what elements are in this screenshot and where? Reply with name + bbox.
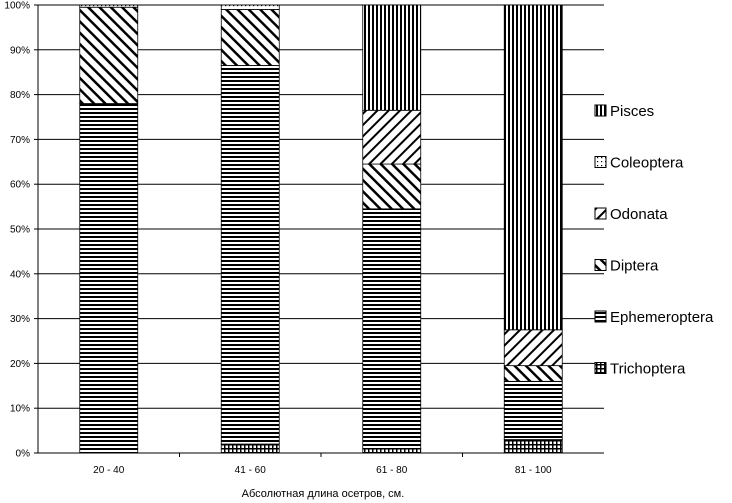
legend-label: Trichoptera xyxy=(610,361,686,378)
legend-swatch xyxy=(594,362,607,374)
bar-segment-pisces xyxy=(503,4,563,331)
bar-segment-diptera xyxy=(503,365,563,382)
y-tick-labels: 0% 10% 20% 30% 40% 50% 60% 70% 80% 90% 100% xyxy=(4,1,30,460)
bar-segment-odonata xyxy=(362,109,422,165)
bars xyxy=(79,4,563,454)
x-tick-labels: 20 - 40 41 - 60 61 - 80 81 - 100 xyxy=(93,465,552,476)
y-tick-label: 10% xyxy=(10,404,30,415)
legend-swatch xyxy=(594,104,607,117)
bar-segment-diptera xyxy=(79,6,139,104)
bar-segment-pisces xyxy=(362,4,422,111)
bar-segment-trichoptera xyxy=(362,448,422,454)
x-axis-label: Абсолютная длина осетров, см. xyxy=(242,488,405,500)
y-tick-label: 40% xyxy=(10,269,30,280)
y-tick-label: 90% xyxy=(10,45,30,56)
legend-swatch xyxy=(594,156,607,168)
bar-segment-coleoptera xyxy=(79,4,139,8)
y-tick-label: 60% xyxy=(10,180,30,191)
bar-segment-trichoptera xyxy=(220,443,280,454)
y-tick-label: 100% xyxy=(4,1,30,12)
legend-swatch xyxy=(594,207,607,220)
legend-label: Coleoptera xyxy=(610,155,684,172)
y-tick-label: 80% xyxy=(10,90,30,101)
bar-segment-diptera xyxy=(220,9,280,66)
bar-segment-odonata xyxy=(503,329,563,367)
bar-segment-trichoptera xyxy=(503,439,563,454)
legend: Pisces Coleoptera Odonata Diptera Ephemeropt… xyxy=(594,103,714,378)
legend-label: Odonata xyxy=(610,206,668,223)
y-tick-label: 20% xyxy=(10,359,30,370)
y-tick-label: 30% xyxy=(10,314,30,325)
bar-segment-ephemeroptera xyxy=(79,103,139,454)
bar-segment-diptera xyxy=(362,163,422,210)
bar-segment-ephemeroptera xyxy=(362,208,422,449)
legend-label: Diptera xyxy=(610,258,659,275)
legend-label: Ephemeroptera xyxy=(610,309,714,326)
legend-label: Pisces xyxy=(610,103,654,120)
legend-swatch xyxy=(594,259,607,271)
bar-segment-ephemeroptera xyxy=(220,65,280,445)
legend-swatch xyxy=(594,310,607,323)
y-tick-label: 70% xyxy=(10,135,30,146)
x-tick-label: 61 - 80 xyxy=(376,465,408,476)
y-tick-label: 50% xyxy=(10,225,30,236)
x-tick-label: 41 - 60 xyxy=(235,465,267,476)
x-tick-label: 81 - 100 xyxy=(515,465,552,476)
bar-segment-ephemeroptera xyxy=(503,380,563,440)
x-tick-label: 20 - 40 xyxy=(93,465,125,476)
bar-segment-coleoptera xyxy=(220,4,280,10)
y-tick-label: 0% xyxy=(16,449,31,460)
